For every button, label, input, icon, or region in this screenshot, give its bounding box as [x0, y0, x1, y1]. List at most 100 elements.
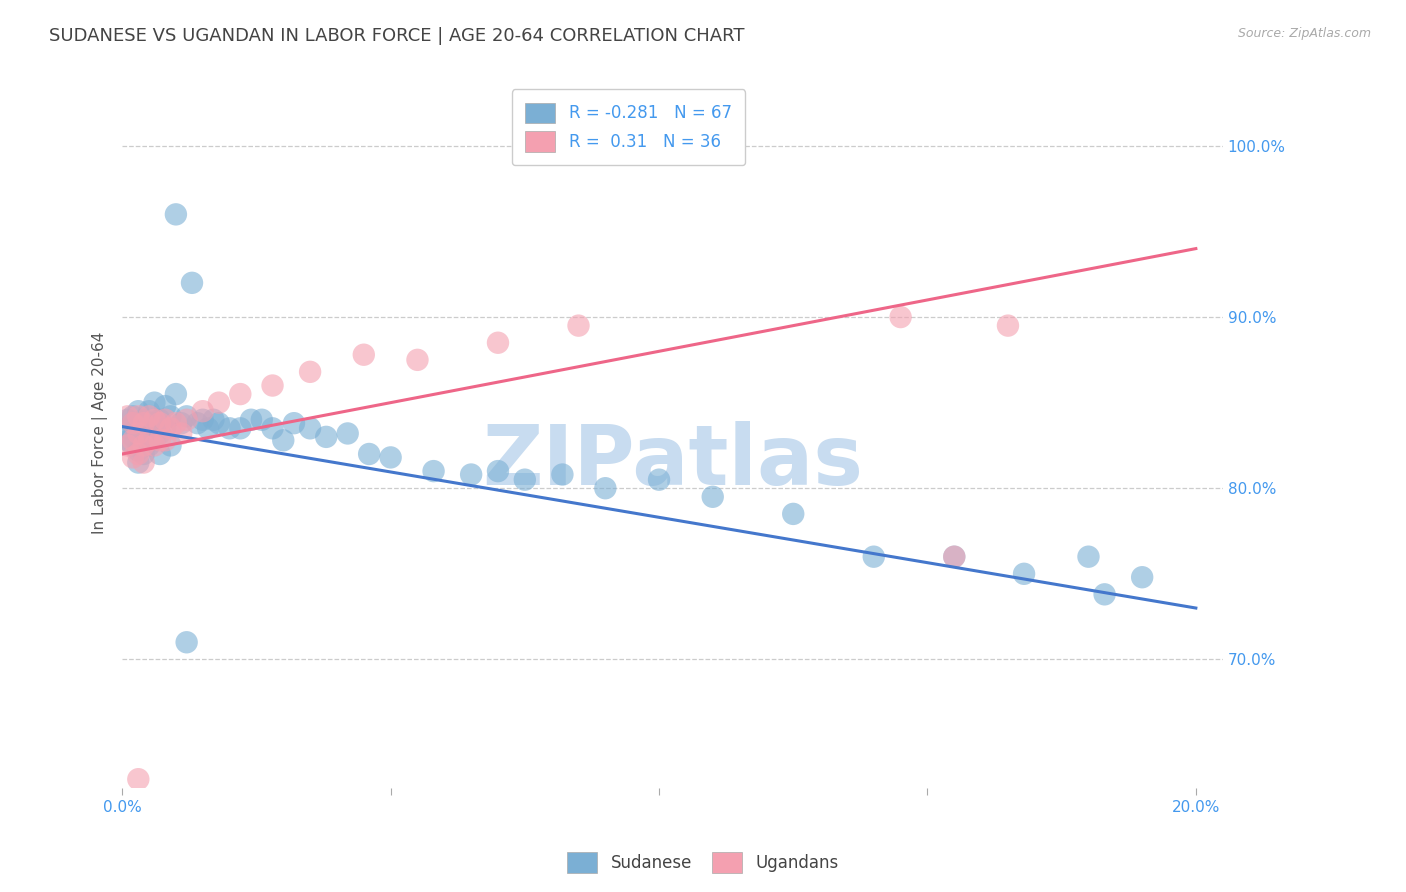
Point: [132, 434, 155, 448]
Point: [117, 421, 139, 435]
Legend: R = -0.281   N = 67, R =  0.31   N = 36: R = -0.281 N = 67, R = 0.31 N = 36: [512, 89, 745, 165]
Point: [143, 413, 166, 427]
Point: [353, 348, 375, 362]
Point: [143, 438, 166, 452]
Point: [149, 434, 172, 448]
Point: [890, 310, 912, 324]
Point: [513, 473, 536, 487]
Point: [262, 421, 284, 435]
Point: [191, 413, 214, 427]
Point: [250, 413, 273, 427]
Point: [149, 413, 172, 427]
Point: [186, 416, 208, 430]
Point: [862, 549, 884, 564]
Point: [122, 438, 145, 452]
Point: [283, 416, 305, 430]
Point: [486, 335, 509, 350]
Point: [159, 421, 181, 435]
Text: SUDANESE VS UGANDAN IN LABOR FORCE | AGE 20-64 CORRELATION CHART: SUDANESE VS UGANDAN IN LABOR FORCE | AGE…: [49, 27, 745, 45]
Point: [127, 409, 149, 424]
Point: [208, 395, 231, 409]
Point: [132, 421, 155, 435]
Point: [138, 438, 160, 452]
Point: [153, 421, 176, 435]
Point: [1077, 549, 1099, 564]
Point: [181, 276, 204, 290]
Legend: Sudanese, Ugandans: Sudanese, Ugandans: [561, 846, 845, 880]
Point: [240, 413, 263, 427]
Point: [648, 473, 671, 487]
Point: [122, 450, 145, 465]
Point: [143, 416, 166, 430]
Point: [551, 467, 574, 482]
Point: [132, 438, 155, 452]
Point: [122, 416, 145, 430]
Point: [122, 416, 145, 430]
Point: [138, 404, 160, 418]
Point: [127, 772, 149, 787]
Point: [197, 421, 219, 435]
Y-axis label: In Labor Force | Age 20-64: In Labor Force | Age 20-64: [93, 332, 108, 533]
Point: [782, 507, 804, 521]
Point: [143, 434, 166, 448]
Point: [359, 447, 381, 461]
Point: [132, 413, 155, 427]
Point: [149, 416, 172, 430]
Point: [122, 409, 145, 424]
Point: [567, 318, 589, 333]
Point: [149, 426, 172, 441]
Point: [218, 421, 240, 435]
Point: [138, 409, 160, 424]
Text: ZIPatlas: ZIPatlas: [482, 420, 863, 501]
Point: [138, 421, 160, 435]
Point: [159, 438, 181, 452]
Point: [176, 635, 198, 649]
Point: [422, 464, 444, 478]
Point: [1094, 587, 1116, 601]
Point: [943, 549, 966, 564]
Point: [1130, 570, 1153, 584]
Point: [406, 352, 429, 367]
Point: [1012, 566, 1035, 581]
Point: [176, 413, 198, 427]
Point: [229, 387, 252, 401]
Point: [702, 490, 724, 504]
Point: [132, 456, 155, 470]
Point: [229, 421, 252, 435]
Point: [170, 426, 193, 441]
Point: [132, 416, 155, 430]
Point: [299, 421, 322, 435]
Point: [122, 434, 145, 448]
Point: [336, 426, 359, 441]
Point: [127, 416, 149, 430]
Point: [138, 434, 160, 448]
Point: [262, 378, 284, 392]
Point: [117, 434, 139, 448]
Point: [202, 413, 225, 427]
Point: [149, 447, 172, 461]
Point: [165, 207, 187, 221]
Point: [153, 434, 176, 448]
Point: [143, 395, 166, 409]
Point: [165, 416, 187, 430]
Point: [460, 467, 482, 482]
Point: [176, 409, 198, 424]
Point: [122, 430, 145, 444]
Point: [127, 443, 149, 458]
Point: [117, 438, 139, 452]
Point: [997, 318, 1019, 333]
Point: [127, 404, 149, 418]
Point: [208, 416, 231, 430]
Point: [191, 404, 214, 418]
Point: [132, 447, 155, 461]
Text: Source: ZipAtlas.com: Source: ZipAtlas.com: [1237, 27, 1371, 40]
Point: [127, 426, 149, 441]
Point: [486, 464, 509, 478]
Point: [943, 549, 966, 564]
Point: [153, 413, 176, 427]
Point: [127, 456, 149, 470]
Point: [170, 416, 193, 430]
Point: [159, 409, 181, 424]
Point: [165, 387, 187, 401]
Point: [117, 413, 139, 427]
